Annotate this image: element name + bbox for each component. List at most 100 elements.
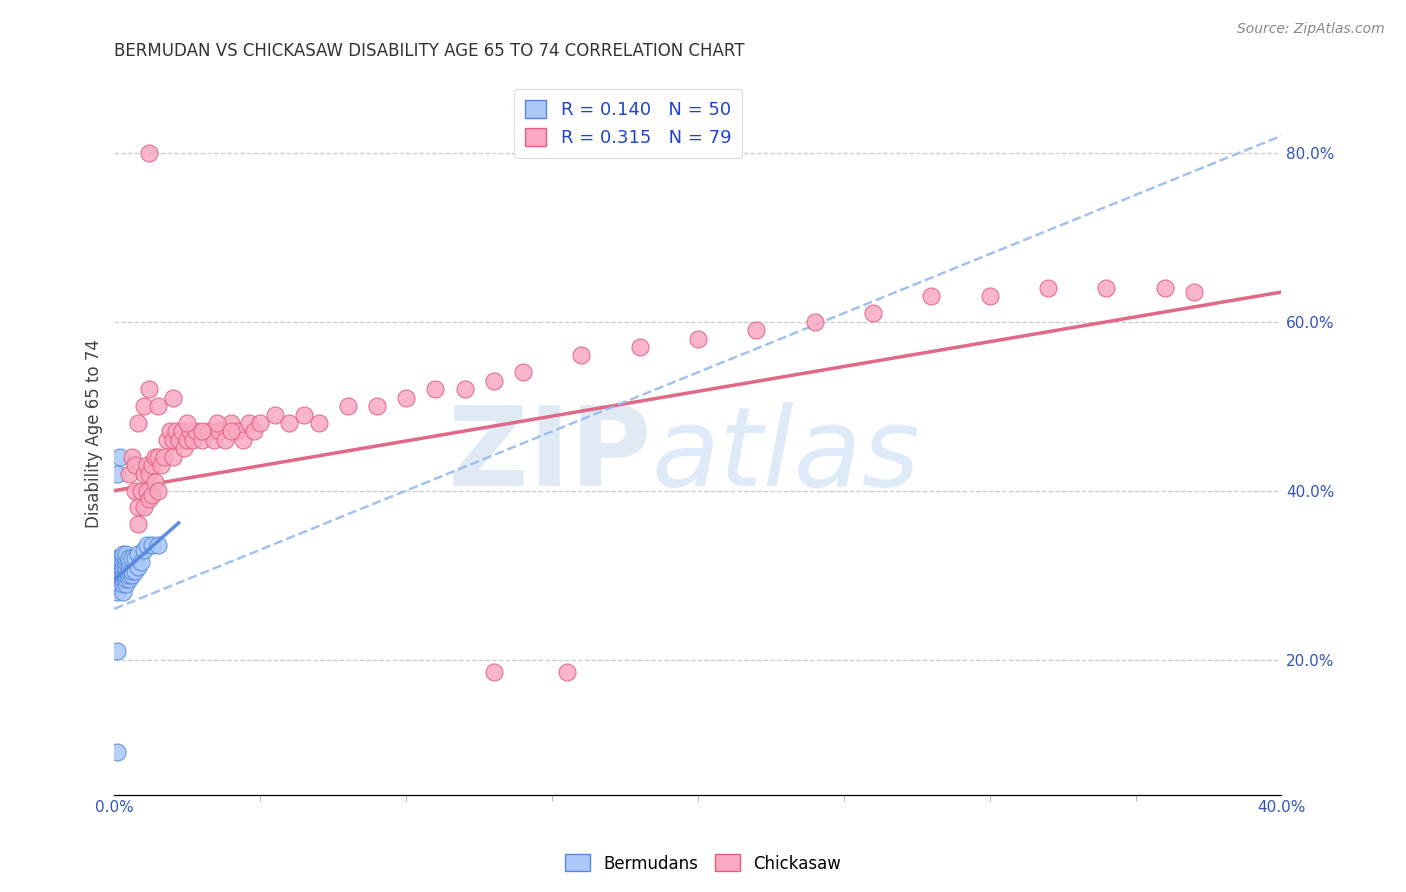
- Point: [191, 433, 214, 447]
- Text: BERMUDAN VS CHICKASAW DISABILITY AGE 65 TO 74 CORRELATION CHART: BERMUDAN VS CHICKASAW DISABILITY AGE 65 …: [114, 42, 745, 60]
- Point: [127, 547, 149, 561]
- Point: [105, 746, 128, 760]
- Point: [173, 442, 195, 456]
- Point: [170, 425, 193, 439]
- Point: [219, 425, 242, 439]
- Point: [1153, 281, 1175, 295]
- Point: [112, 576, 135, 591]
- Point: [118, 467, 141, 481]
- Point: [482, 374, 505, 388]
- Point: [214, 433, 236, 447]
- Point: [745, 323, 768, 337]
- Point: [162, 433, 184, 447]
- Point: [132, 467, 155, 481]
- Point: [191, 425, 214, 439]
- Point: [249, 416, 271, 430]
- Point: [118, 568, 141, 582]
- Point: [121, 551, 143, 566]
- Point: [165, 425, 187, 439]
- Legend: R = 0.140   N = 50, R = 0.315   N = 79: R = 0.140 N = 50, R = 0.315 N = 79: [513, 88, 742, 158]
- Point: [112, 568, 135, 582]
- Point: [132, 542, 155, 557]
- Point: [115, 551, 138, 566]
- Point: [184, 425, 207, 439]
- Point: [146, 539, 169, 553]
- Point: [132, 500, 155, 515]
- Point: [105, 585, 128, 599]
- Point: [112, 585, 135, 599]
- Point: [803, 315, 825, 329]
- Point: [176, 433, 198, 447]
- Point: [167, 433, 190, 447]
- Point: [278, 416, 301, 430]
- Point: [110, 576, 132, 591]
- Point: [115, 564, 138, 578]
- Point: [232, 433, 254, 447]
- Point: [115, 547, 138, 561]
- Point: [263, 408, 285, 422]
- Point: [112, 547, 135, 561]
- Point: [115, 572, 138, 586]
- Point: [202, 433, 225, 447]
- Point: [135, 458, 157, 473]
- Point: [112, 551, 135, 566]
- Point: [124, 551, 146, 566]
- Point: [425, 382, 447, 396]
- Point: [115, 576, 138, 591]
- Point: [118, 551, 141, 566]
- Point: [112, 572, 135, 586]
- Point: [127, 559, 149, 574]
- Point: [292, 408, 315, 422]
- Point: [979, 289, 1001, 303]
- Point: [115, 568, 138, 582]
- Point: [127, 517, 149, 532]
- Y-axis label: Disability Age 65 to 74: Disability Age 65 to 74: [86, 339, 103, 528]
- Point: [181, 433, 204, 447]
- Point: [105, 564, 128, 578]
- Point: [141, 488, 163, 502]
- Point: [135, 483, 157, 498]
- Point: [115, 555, 138, 569]
- Point: [110, 568, 132, 582]
- Point: [146, 399, 169, 413]
- Point: [138, 145, 160, 160]
- Point: [308, 416, 330, 430]
- Point: [1036, 281, 1059, 295]
- Point: [146, 450, 169, 464]
- Point: [124, 483, 146, 498]
- Point: [153, 450, 176, 464]
- Point: [143, 475, 166, 490]
- Point: [124, 564, 146, 578]
- Point: [159, 425, 181, 439]
- Point: [121, 564, 143, 578]
- Point: [118, 559, 141, 574]
- Text: atlas: atlas: [651, 401, 920, 508]
- Legend: Bermudans, Chickasaw: Bermudans, Chickasaw: [558, 847, 848, 880]
- Point: [238, 416, 260, 430]
- Point: [179, 425, 201, 439]
- Point: [105, 568, 128, 582]
- Point: [127, 500, 149, 515]
- Point: [920, 289, 942, 303]
- Point: [110, 551, 132, 566]
- Point: [366, 399, 388, 413]
- Point: [127, 416, 149, 430]
- Point: [112, 555, 135, 569]
- Point: [1095, 281, 1118, 295]
- Point: [219, 416, 242, 430]
- Point: [336, 399, 359, 413]
- Point: [1182, 285, 1205, 299]
- Point: [156, 433, 179, 447]
- Point: [124, 458, 146, 473]
- Point: [129, 483, 152, 498]
- Point: [208, 425, 231, 439]
- Point: [118, 564, 141, 578]
- Point: [112, 564, 135, 578]
- Point: [395, 391, 418, 405]
- Point: [243, 425, 266, 439]
- Point: [686, 332, 709, 346]
- Point: [143, 450, 166, 464]
- Point: [132, 399, 155, 413]
- Point: [862, 306, 884, 320]
- Point: [176, 416, 198, 430]
